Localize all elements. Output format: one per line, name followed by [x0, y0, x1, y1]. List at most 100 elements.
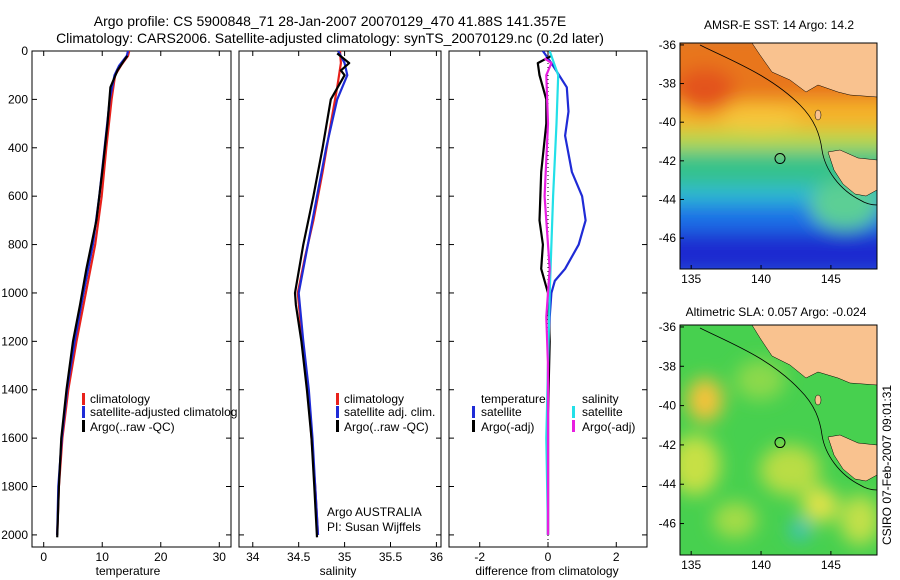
series-line-satellite-adjusted-climatolog	[56, 51, 130, 535]
y-tick-label: 200	[8, 92, 28, 106]
legend-label: climatology	[90, 392, 150, 406]
series-line-argo-raw-qc	[293, 52, 351, 538]
difference-ticks: -2 0 2	[449, 50, 647, 564]
map-y-tick-label: -46	[659, 517, 677, 531]
legend-label: Argo(-adj)	[582, 420, 635, 434]
legend-swatch-argo	[336, 420, 339, 432]
series-line-climatology	[56, 51, 131, 535]
figure-title-line-2: Climatology: CARS2006. Satellite-adjuste…	[56, 30, 604, 46]
legend-salinity-title: salinity	[582, 392, 619, 406]
legend-swatch-argo	[82, 420, 85, 432]
series-line-satellite-adj-clim	[297, 51, 349, 535]
temperature-axis-label: temperature	[96, 564, 161, 578]
y-tick-label: 800	[8, 238, 28, 252]
x-tick-label: 30	[213, 550, 227, 564]
salinity-legend: climatology satellite adj. clim. Argo(..…	[327, 392, 435, 534]
map-x-tick-label: 145	[821, 272, 841, 286]
legend-swatch-satellite	[82, 406, 85, 418]
map-x-tick-label: 145	[821, 558, 841, 572]
argo-annotation-line-1: Argo AUSTRALIA	[327, 505, 422, 519]
argo-annotation-line-2: PI: Susan Wijffels	[327, 520, 421, 534]
map-y-tick-label: -36	[659, 38, 677, 52]
map-x-tick-label: 140	[751, 558, 771, 572]
x-tick-label: 0	[545, 550, 552, 564]
sla-map-title: Altimetric SLA: 0.057 Argo: -0.024	[686, 305, 867, 319]
y-tick-label: 1200	[1, 334, 28, 348]
legend-label: climatology	[344, 392, 404, 406]
sla-heatmap	[680, 325, 877, 555]
legend-label: Argo(..raw -QC)	[344, 420, 429, 434]
sst-map-title: AMSR-E SST: 14 Argo: 14.2	[704, 18, 854, 32]
map-y-tick-label: -40	[659, 115, 677, 129]
map-y-tick-label: -36	[659, 320, 677, 334]
y-tick-label: 400	[8, 141, 28, 155]
csiro-timestamp: CSIRO 07-Feb-2007 09:01:31	[880, 385, 894, 545]
series-line-climatology	[296, 51, 342, 535]
temperature-ticks: 0 10 20 30 0 200 400 600 800 1000 1200 1400 1600 1800…	[1, 44, 231, 564]
map-y-tick-label: -40	[659, 399, 677, 413]
series-line-salinity-satellite	[545, 51, 560, 535]
legend-label: satellite	[481, 405, 522, 419]
series-line-salinity-argo-adj	[543, 57, 553, 535]
x-tick-label: 0	[40, 550, 47, 564]
y-tick-label: 1400	[1, 383, 28, 397]
map-x-tick-label: 140	[751, 272, 771, 286]
y-tick-label: 1600	[1, 431, 28, 445]
sst-map-frame	[679, 42, 878, 270]
sst-map-ticks: 135 140 145 -36 -38 -40 -42 -44 -46	[659, 38, 842, 286]
salinity-panel-frame	[238, 50, 442, 548]
x-tick-label: 35	[338, 550, 352, 564]
legend-swatch-temp-argo	[472, 420, 475, 432]
map-y-tick-label: -44	[659, 477, 677, 491]
y-tick-label: 1000	[1, 286, 28, 300]
legend-temperature-title: temperature	[481, 392, 546, 406]
sla-argo-profile-marker	[774, 437, 786, 449]
x-tick-label: -2	[474, 550, 485, 564]
legend-label: satellite-adjusted climatolog	[90, 405, 237, 419]
legend-swatch-climatology	[336, 393, 339, 405]
map-y-tick-label: -38	[659, 359, 677, 373]
temperature-legend: climatology satellite-adjusted climatolo…	[82, 392, 237, 434]
map-y-tick-label: -46	[659, 231, 677, 245]
temperature-panel-frame	[31, 50, 232, 548]
map-x-tick-label: 135	[681, 272, 701, 286]
salinity-ticks: 34 34.5 35 35.5 36	[239, 50, 444, 564]
x-tick-label: 20	[154, 550, 168, 564]
legend-label: Argo(..raw -QC)	[90, 420, 175, 434]
difference-legend: temperature satellite Argo(-adj) salinit…	[472, 392, 635, 434]
x-tick-label: 2	[613, 550, 620, 564]
legend-swatch-satellite	[336, 406, 339, 418]
map-y-tick-label: -38	[659, 77, 677, 91]
y-tick-label: 600	[8, 189, 28, 203]
legend-swatch-sal-satellite	[572, 406, 575, 418]
difference-axis-label: difference from climatology	[475, 564, 618, 578]
y-tick-label: 2000	[1, 528, 28, 542]
sst-argo-profile-marker	[774, 153, 786, 165]
y-tick-label: 1800	[1, 480, 28, 494]
series-line-temperature-argo-adj	[536, 54, 552, 535]
sst-heatmap	[680, 43, 877, 269]
legend-label: Argo(-adj)	[481, 420, 534, 434]
x-tick-label: 36	[430, 550, 444, 564]
legend-swatch-sal-argo	[572, 420, 575, 432]
map-y-tick-label: -42	[659, 438, 677, 452]
legend-swatch-climatology	[82, 393, 85, 405]
difference-series	[536, 51, 587, 535]
legend-label: satellite	[582, 405, 623, 419]
salinity-series	[293, 51, 351, 538]
series-line-argo-raw-qc	[56, 55, 129, 538]
x-tick-label: 34.5	[287, 550, 311, 564]
legend-swatch-temp-satellite	[472, 406, 475, 418]
x-tick-label: 35.5	[379, 550, 403, 564]
map-y-tick-label: -44	[659, 192, 677, 206]
x-tick-label: 10	[96, 550, 110, 564]
figure-title-line-1: Argo profile: CS 5900848_71 28-Jan-2007 …	[93, 13, 567, 29]
map-x-tick-label: 135	[681, 558, 701, 572]
legend-label: satellite adj. clim.	[344, 405, 435, 419]
sla-map-ticks: 135 140 145 -36 -38 -40 -42 -44 -46	[659, 320, 842, 572]
sla-map-frame	[679, 324, 878, 556]
map-y-tick-label: -42	[659, 154, 677, 168]
temperature-series	[56, 51, 131, 538]
x-tick-label: 34	[246, 550, 260, 564]
